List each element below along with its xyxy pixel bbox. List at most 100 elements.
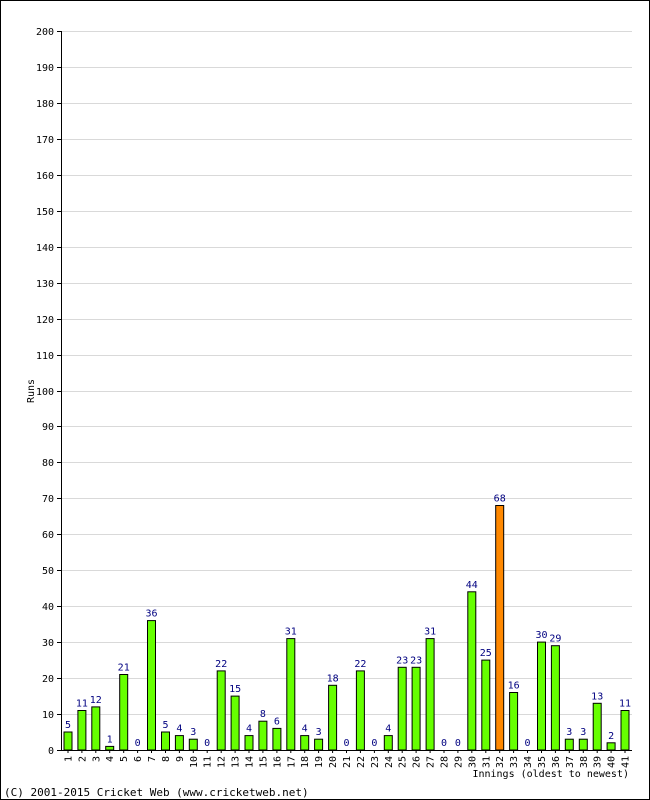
data-label: 68 (494, 494, 506, 505)
bar (495, 505, 505, 751)
data-label: 3 (316, 727, 322, 738)
data-label: 8 (260, 709, 266, 720)
y-tick-label: 70 (42, 494, 54, 505)
bar (397, 666, 407, 751)
y-tick-label: 90 (42, 422, 54, 433)
x-tick-label: 30 (467, 756, 478, 768)
data-label: 0 (455, 738, 461, 749)
x-tick-label: 6 (133, 756, 144, 762)
data-label: 22 (215, 659, 227, 670)
bar (328, 684, 338, 751)
bar (188, 738, 198, 751)
data-label: 21 (118, 663, 130, 674)
x-tick-label: 41 (621, 756, 632, 768)
data-label: 15 (229, 684, 241, 695)
x-tick-label: 18 (300, 756, 311, 768)
data-label: 2 (608, 731, 614, 742)
x-tick-label: 14 (245, 756, 256, 768)
copyright-notice: (C) 2001-2015 Cricket Web (www.cricketwe… (4, 786, 309, 799)
bar (592, 702, 602, 751)
data-label: 0 (204, 738, 210, 749)
x-tick-label: 28 (440, 756, 451, 768)
data-label: 18 (327, 673, 339, 684)
y-tick-label: 180 (36, 99, 54, 110)
y-tick-label: 0 (48, 746, 54, 757)
bar (161, 731, 170, 751)
x-tick-label: 36 (551, 756, 562, 768)
y-tick-label: 150 (36, 207, 54, 218)
data-label: 0 (371, 738, 377, 749)
y-tick-label: 80 (42, 458, 54, 469)
x-tick-label: 12 (217, 756, 228, 768)
x-tick-label: 24 (384, 756, 395, 768)
data-label: 31 (424, 627, 436, 638)
y-tick-label: 140 (36, 243, 54, 254)
data-label: 4 (302, 724, 308, 735)
y-tick-label: 60 (42, 530, 54, 541)
bar (481, 659, 491, 751)
bar (216, 670, 226, 751)
y-tick-label: 130 (36, 279, 54, 290)
bar (174, 735, 184, 751)
y-tick-label: 100 (36, 387, 54, 398)
x-tick-label: 1 (64, 756, 75, 762)
x-tick-label: 25 (398, 756, 409, 768)
x-tick-label: 38 (579, 756, 590, 768)
data-label: 30 (535, 630, 547, 641)
x-tick-label: 7 (147, 756, 158, 762)
bar (578, 738, 588, 751)
x-tick-label: 8 (161, 756, 172, 762)
bar (355, 670, 365, 751)
data-label: 3 (190, 727, 196, 738)
bar (314, 738, 324, 751)
bar (425, 638, 435, 751)
bar (119, 674, 129, 751)
data-label: 23 (410, 655, 422, 666)
bar (383, 735, 393, 751)
data-label: 44 (466, 580, 478, 591)
data-label: 0 (524, 738, 530, 749)
data-label: 3 (580, 727, 586, 738)
y-tick-label: 30 (42, 638, 54, 649)
bar (77, 710, 87, 751)
data-label: 0 (441, 738, 447, 749)
data-label: 11 (76, 699, 88, 710)
bar (230, 695, 240, 751)
data-label: 1 (107, 734, 113, 745)
data-label: 29 (549, 634, 561, 645)
x-tick-label: 26 (412, 756, 423, 768)
x-axis-ticks: 1 2 3 4 5 6 7 8 9 10 11 12 13 14 15 16 17 18 19 20 21 22 23 24 2… (64, 750, 632, 768)
data-label: 4 (246, 724, 252, 735)
x-tick-label: 19 (314, 756, 325, 768)
x-tick-label: 17 (286, 756, 297, 768)
bar (105, 745, 115, 751)
data-label: 4 (385, 724, 391, 735)
x-tick-label: 9 (175, 756, 186, 762)
x-tick-label: 11 (203, 756, 214, 768)
data-label: 16 (508, 681, 520, 692)
y-tick-label: 120 (36, 315, 54, 326)
x-tick-label: 32 (495, 756, 506, 768)
bar (537, 641, 546, 751)
y-axis-label: Runs (26, 379, 37, 403)
x-tick-label: 31 (481, 756, 492, 768)
data-label: 3 (566, 727, 572, 738)
data-label: 22 (354, 659, 366, 670)
x-tick-label: 34 (523, 756, 534, 768)
y-tick-label: 40 (42, 602, 54, 613)
x-axis-label: Innings (oldest to newest) (472, 769, 629, 780)
bar (272, 727, 282, 751)
bar (620, 710, 630, 751)
x-tick-label: 4 (105, 756, 116, 762)
bar (244, 735, 254, 751)
x-tick-label: 35 (537, 756, 548, 768)
x-tick-label: 2 (77, 756, 88, 762)
y-tick-label: 10 (42, 710, 54, 721)
bar (91, 706, 101, 751)
data-label: 4 (176, 724, 182, 735)
bar (411, 666, 421, 751)
x-tick-label: 15 (258, 756, 269, 768)
x-tick-label: 39 (593, 756, 604, 768)
